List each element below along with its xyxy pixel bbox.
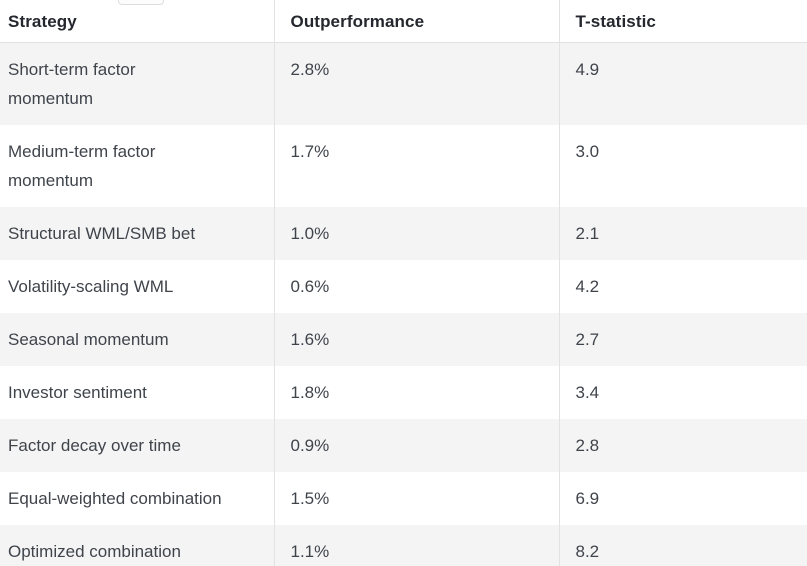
strategy-cell: Structural WML/SMB bet [0,207,274,260]
t-statistic-cell: 4.9 [558,42,807,125]
outperformance-cell: 1.8% [273,366,559,419]
outperformance-cell: 1.6% [273,313,559,366]
table-row: Optimized combination 1.1% 8.2 [0,525,807,566]
table-row: Volatility-scaling WML 0.6% 4.2 [0,260,807,313]
t-statistic-cell: 2.7 [558,313,807,366]
strategy-cell: Seasonal momentum [0,313,274,366]
strategy-cell: Equal-weighted combination [0,472,274,525]
table-header-row: Strategy Outperformance T-statistic [0,0,807,43]
t-statistic-cell: 4.2 [558,260,807,313]
outperformance-cell: 1.0% [273,207,559,260]
t-statistic-cell: 3.0 [558,125,807,207]
table-row: Factor decay over time 0.9% 2.8 [0,419,807,472]
strategy-cell: Medium-term factor momentum [0,125,274,207]
t-statistic-cell: 3.4 [558,366,807,419]
table-row: Seasonal momentum 1.6% 2.7 [0,313,807,366]
outperformance-cell: 1.5% [273,472,559,525]
column-header-strategy: Strategy [0,0,274,43]
strategy-cell: Volatility-scaling WML [0,260,274,313]
strategy-cell: Factor decay over time [0,419,274,472]
outperformance-cell: 1.1% [273,525,559,566]
table-row: Investor sentiment 1.8% 3.4 [0,366,807,419]
strategy-cell: Optimized combination [0,525,274,566]
outperformance-cell: 0.6% [273,260,559,313]
outperformance-cell: 1.7% [273,125,559,207]
table-row: Structural WML/SMB bet 1.0% 2.1 [0,207,807,260]
outperformance-cell: 0.9% [273,419,559,472]
t-statistic-cell: 2.1 [558,207,807,260]
t-statistic-cell: 2.8 [558,419,807,472]
table-row: Equal-weighted combination 1.5% 6.9 [0,472,807,525]
table-row: Short-term factor momentum 2.8% 4.9 [0,42,807,125]
table-row: Medium-term factor momentum 1.7% 3.0 [0,125,807,207]
strategy-cell: Short-term factor momentum [0,42,274,125]
strategy-cell: Investor sentiment [0,366,274,419]
column-header-t-statistic: T-statistic [558,0,807,43]
t-statistic-cell: 8.2 [558,525,807,566]
t-statistic-cell: 6.9 [558,472,807,525]
outperformance-cell: 2.8% [273,42,559,125]
cropped-button-fragment[interactable] [118,0,164,5]
column-header-outperformance: Outperformance [273,0,559,43]
